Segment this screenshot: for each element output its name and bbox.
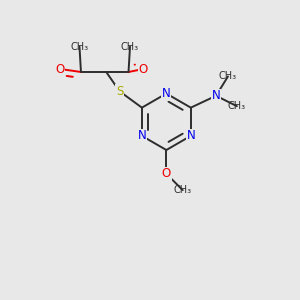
Text: S: S (116, 85, 123, 98)
Text: CH₃: CH₃ (121, 42, 139, 52)
Text: CH₃: CH₃ (70, 42, 88, 52)
Text: N: N (212, 89, 220, 102)
Text: O: O (56, 62, 65, 76)
Text: N: N (186, 129, 195, 142)
Text: CH₃: CH₃ (228, 101, 246, 111)
Text: CH₃: CH₃ (174, 185, 192, 195)
Text: N: N (162, 87, 171, 100)
Text: CH₃: CH₃ (219, 71, 237, 81)
Text: O: O (162, 167, 171, 180)
Text: N: N (137, 129, 146, 142)
Text: O: O (139, 62, 148, 76)
